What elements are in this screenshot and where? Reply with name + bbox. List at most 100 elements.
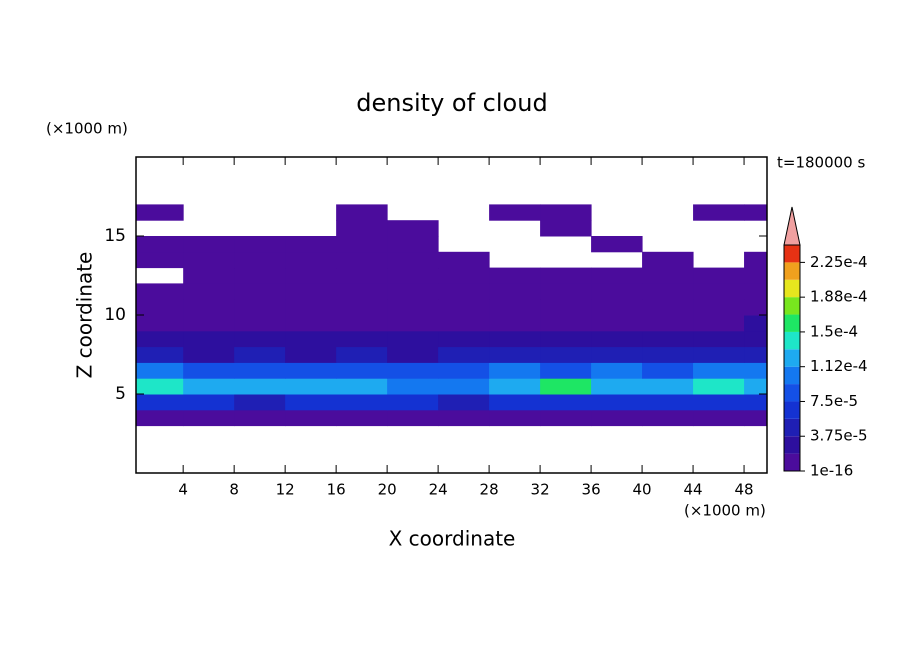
- colorbar-tick-label: 7.5e-5: [810, 392, 858, 410]
- cell: [438, 362, 490, 379]
- cell: [642, 299, 694, 316]
- cell: [591, 362, 643, 379]
- cell: [136, 378, 184, 395]
- y-tick-label: 5: [115, 384, 126, 404]
- x-unit: (×1000 m): [684, 502, 766, 520]
- cell: [183, 283, 235, 300]
- cell: [234, 251, 286, 269]
- cell: [693, 283, 745, 300]
- cell: [183, 378, 235, 395]
- colorbar-frame: [783, 244, 801, 472]
- cell: [183, 394, 235, 411]
- cell: [744, 409, 768, 427]
- cell: [642, 283, 694, 300]
- cell: [285, 251, 337, 269]
- cell: [489, 346, 541, 363]
- cell: [234, 378, 286, 395]
- cell: [591, 299, 643, 316]
- cell: [183, 251, 235, 269]
- cell: [387, 283, 439, 300]
- colorbar-band: [784, 436, 800, 454]
- cell: [489, 378, 541, 395]
- cell: [540, 220, 592, 237]
- cell: [489, 204, 541, 221]
- colorbar-band: [784, 279, 800, 298]
- cell: [183, 409, 235, 427]
- cell: [693, 315, 745, 332]
- cell: [136, 346, 184, 363]
- colorbar-extend: [783, 206, 801, 246]
- cell: [183, 330, 235, 348]
- cell: [234, 267, 286, 284]
- cell: [285, 330, 337, 348]
- cell: [744, 346, 768, 363]
- colorbar-band: [784, 262, 800, 280]
- cell: [234, 315, 286, 332]
- cell: [285, 362, 337, 379]
- cell: [234, 299, 286, 316]
- colorbar-band: [784, 366, 800, 385]
- cell: [489, 362, 541, 379]
- cell: [591, 409, 643, 427]
- colorbar-tick-label: 1.12e-4: [810, 357, 868, 375]
- cell: [744, 251, 768, 269]
- cell: [540, 362, 592, 379]
- y-axis-label: Z coordinate: [73, 252, 97, 379]
- cell: [183, 236, 235, 253]
- colorbar-band: [784, 331, 800, 350]
- cell: [136, 283, 184, 300]
- colorbar-band: [784, 349, 800, 367]
- cell: [591, 394, 643, 411]
- cell: [744, 378, 768, 395]
- cell: [744, 362, 768, 379]
- cell: [591, 378, 643, 395]
- y-tick-label: 15: [104, 226, 126, 246]
- cell: [642, 409, 694, 427]
- cell: [234, 283, 286, 300]
- cell: [693, 378, 745, 395]
- cell: [642, 346, 694, 363]
- cell: [693, 204, 745, 221]
- cell: [591, 330, 643, 348]
- cell: [387, 236, 439, 253]
- x-tick-label: 12: [276, 481, 295, 499]
- cell: [744, 204, 768, 221]
- x-tick-label: 44: [684, 481, 703, 499]
- cell: [489, 299, 541, 316]
- cell: [642, 330, 694, 348]
- colorbar-band: [784, 384, 800, 402]
- cell: [336, 330, 388, 348]
- cell: [744, 283, 768, 300]
- cell: [693, 267, 745, 284]
- x-tick-label: 4: [178, 481, 188, 499]
- cell: [744, 330, 768, 348]
- cell: [489, 330, 541, 348]
- cell: [540, 267, 592, 284]
- cell: [234, 394, 286, 411]
- colorbar-band: [784, 314, 800, 332]
- cell: [285, 283, 337, 300]
- cell: [285, 394, 337, 411]
- cell: [540, 346, 592, 363]
- cell: [387, 267, 439, 284]
- cell: [591, 346, 643, 363]
- cell: [136, 251, 184, 269]
- cell: [642, 378, 694, 395]
- cell: [234, 346, 286, 363]
- cell: [642, 315, 694, 332]
- cell: [136, 315, 184, 332]
- cell: [540, 299, 592, 316]
- cell: [234, 330, 286, 348]
- cell: [336, 283, 388, 300]
- cell: [693, 394, 745, 411]
- cell: [642, 267, 694, 284]
- x-tick-label: 8: [229, 481, 239, 499]
- cell: [642, 394, 694, 411]
- y-tick-label: 10: [104, 305, 126, 325]
- cell: [642, 251, 694, 269]
- cell: [591, 267, 643, 284]
- cell: [438, 409, 490, 427]
- cell: [540, 394, 592, 411]
- x-tick-label: 36: [582, 481, 601, 499]
- cell: [336, 315, 388, 332]
